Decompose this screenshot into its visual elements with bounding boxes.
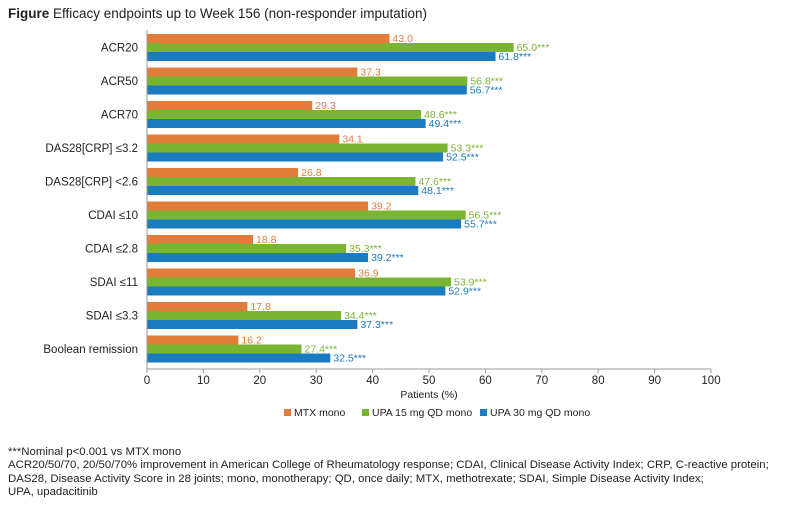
- data-label: 53.3***: [451, 143, 484, 155]
- data-label: 34.4***: [344, 310, 377, 322]
- bar-mtx-mono: [147, 168, 299, 177]
- data-label: 49.4***: [429, 118, 462, 130]
- category-label: SDAI ≤11: [90, 277, 138, 289]
- figure-label: Figure: [8, 6, 50, 21]
- bar-mtx-mono: [147, 302, 248, 311]
- x-tick-label: 0: [144, 375, 150, 387]
- category-label: CDAI ≤2.8: [85, 244, 138, 256]
- bar-mtx-mono: [147, 34, 390, 43]
- data-label: 32.5***: [333, 353, 366, 365]
- figure-title-text: Efficacy endpoints up to Week 156 (non-r…: [53, 6, 428, 21]
- bar-upa-15-mg-qd-mono: [147, 244, 347, 253]
- x-tick-label: 100: [701, 375, 720, 387]
- x-tick-label: 80: [592, 375, 605, 387]
- category-label: ACR70: [101, 110, 138, 122]
- bar-upa-15-mg-qd-mono: [147, 344, 302, 354]
- footnote-abbreviations-2: DAS28, Disease Activity Score in 28 join…: [8, 472, 704, 485]
- legend-swatch: [480, 409, 487, 416]
- legend-swatch: [362, 409, 369, 416]
- bar-upa-30-mg-qd-mono: [147, 253, 369, 262]
- data-label: 37.3: [360, 67, 381, 79]
- data-label: 52.5***: [446, 152, 479, 164]
- category-label: SDAI ≤3.3: [86, 311, 138, 323]
- data-label: 65.0***: [517, 42, 550, 54]
- data-label: 47.6***: [418, 176, 451, 188]
- bar-mtx-mono: [147, 201, 369, 211]
- legend-swatch: [284, 409, 291, 416]
- data-label: 36.9: [358, 268, 379, 280]
- bar-mtx-mono: [147, 335, 239, 345]
- bar-upa-15-mg-qd-mono: [147, 210, 466, 220]
- category-label: DAS28[CRP] <2.6: [45, 177, 138, 189]
- data-label: 48.1***: [421, 185, 454, 197]
- x-axis-title: Patients (%): [400, 389, 457, 401]
- data-label: 37.3***: [360, 319, 393, 331]
- data-label: 27.4***: [305, 344, 338, 356]
- data-label: 53.9***: [454, 277, 487, 289]
- bar-mtx-mono: [147, 235, 254, 244]
- data-label: 34.1: [342, 134, 363, 146]
- category-label: Boolean remission: [43, 344, 138, 356]
- bar-upa-15-mg-qd-mono: [147, 43, 514, 52]
- legend-label: UPA 30 mg QD mono: [490, 407, 590, 419]
- bar-upa-30-mg-qd-mono: [147, 219, 462, 229]
- bar-upa-15-mg-qd-mono: [147, 177, 416, 186]
- category-label: CDAI ≤10: [88, 210, 138, 222]
- data-label: 39.2: [371, 201, 392, 213]
- bar-upa-30-mg-qd-mono: [147, 320, 358, 329]
- bar-mtx-mono: [147, 134, 340, 144]
- data-label: 56.7***: [470, 85, 503, 97]
- figure-title: Figure Efficacy endpoints up to Week 156…: [8, 6, 427, 21]
- legend-label: MTX mono: [294, 407, 346, 419]
- bar-upa-15-mg-qd-mono: [147, 311, 342, 320]
- data-label: 29.3: [315, 100, 336, 112]
- data-label: 35.3***: [349, 243, 382, 255]
- bar-chart: ACR2043.065.0***61.8***ACR5037.356.8***5…: [43, 30, 721, 419]
- data-label: 43.0: [393, 33, 414, 45]
- data-label: 56.5***: [469, 210, 502, 222]
- bar-upa-30-mg-qd-mono: [147, 152, 444, 162]
- bar-upa-15-mg-qd-mono: [147, 76, 468, 86]
- bar-upa-30-mg-qd-mono: [147, 286, 446, 296]
- bar-upa-30-mg-qd-mono: [147, 119, 426, 128]
- x-tick-label: 30: [310, 375, 323, 387]
- data-label: 52.9***: [448, 286, 481, 298]
- bar-upa-30-mg-qd-mono: [147, 85, 467, 95]
- bar-upa-30-mg-qd-mono: [147, 52, 496, 61]
- data-label: 39.2***: [371, 252, 404, 264]
- bar-mtx-mono: [147, 101, 313, 110]
- legend-label: UPA 15 mg QD mono: [372, 407, 472, 419]
- category-label: ACR20: [101, 43, 138, 55]
- data-label: 48.6***: [424, 109, 457, 121]
- x-tick-label: 90: [648, 375, 661, 387]
- data-label: 26.8: [301, 167, 322, 179]
- bar-upa-15-mg-qd-mono: [147, 110, 422, 119]
- category-label: DAS28[CRP] ≤3.2: [45, 143, 138, 155]
- footnote-significance: ***Nominal p<0.001 vs MTX mono: [8, 446, 182, 458]
- data-label: 55.7***: [464, 219, 497, 231]
- data-label: 61.8***: [499, 51, 532, 63]
- data-label: 16.2: [241, 335, 262, 347]
- x-tick-label: 70: [535, 375, 548, 387]
- data-label: 17.8: [250, 301, 271, 313]
- bar-mtx-mono: [147, 67, 358, 77]
- x-tick-label: 50: [423, 375, 436, 387]
- category-label: ACR50: [101, 76, 138, 88]
- bar-upa-15-mg-qd-mono: [147, 143, 448, 153]
- bar-upa-15-mg-qd-mono: [147, 277, 451, 287]
- footnote-abbreviations-3: UPA, upadacitinib: [8, 486, 98, 499]
- x-tick-label: 20: [253, 375, 266, 387]
- bar-upa-30-mg-qd-mono: [147, 186, 419, 195]
- bar-upa-30-mg-qd-mono: [147, 353, 331, 363]
- data-label: 18.8: [256, 234, 277, 246]
- bar-mtx-mono: [147, 268, 356, 278]
- x-tick-label: 40: [366, 375, 379, 387]
- x-tick-label: 10: [197, 375, 210, 387]
- footnotes: ***Nominal p<0.001 vs MTX mono ACR20/50/…: [8, 446, 798, 500]
- x-tick-label: 60: [479, 375, 492, 387]
- footnote-abbreviations-1: ACR20/50/70, 20/50/70% improvement in Am…: [8, 459, 769, 472]
- data-label: 56.8***: [470, 76, 503, 88]
